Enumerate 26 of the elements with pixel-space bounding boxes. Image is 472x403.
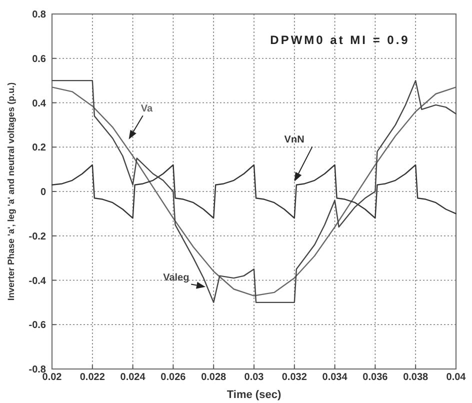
line-series — [51, 164, 457, 219]
y-tick-label: -0.2 — [28, 231, 46, 242]
x-tick-label: 0.026 — [160, 372, 186, 383]
y-tick-label: 0.6 — [32, 54, 46, 65]
y-tick-label: 0.8 — [32, 10, 46, 20]
y-tick-label: 0.2 — [32, 142, 46, 154]
x-tick-label: 0.04 — [446, 372, 466, 383]
y-tick-label: -0.4 — [28, 276, 46, 287]
text: VnN — [284, 134, 304, 146]
x-tick-label: 0.022 — [80, 372, 106, 383]
x-axis-title: Time (sec) — [226, 389, 282, 401]
x-tick-label: 0.028 — [201, 372, 227, 383]
x-tick-label: 0.024 — [120, 372, 146, 383]
x-tick-label: 0.03 — [244, 372, 264, 383]
x-tick-label: 0.036 — [362, 372, 388, 383]
y-tick-label: 0.4 — [32, 98, 46, 110]
y-axis-title: Inverter Phase 'a', leg 'a' and neutral voltages (p.u.) — [6, 82, 16, 301]
x-tick-label: 0.02 — [42, 372, 62, 383]
x-tick-label: 0.038 — [403, 372, 429, 383]
y-tick-label: -0.6 — [28, 320, 46, 332]
text: DPWM0 at MI = 0.9 — [270, 32, 410, 47]
x-tick-label: 0.034 — [322, 372, 348, 383]
text: Va — [140, 104, 153, 115]
x-tick-label: 0.032 — [282, 372, 308, 383]
series-label: Valeg — [163, 272, 190, 284]
y-tick-label: 0 — [40, 187, 46, 198]
